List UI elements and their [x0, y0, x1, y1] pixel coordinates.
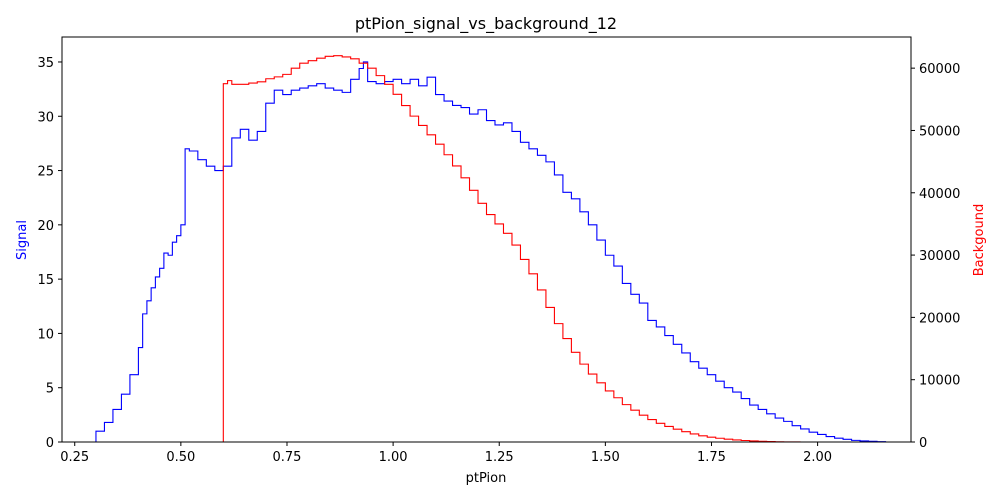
left-y-tick-label: 0 — [46, 436, 54, 451]
background-histogram — [222, 55, 801, 443]
right-y-axis-label: Backgound — [972, 204, 987, 277]
right-y-tick-label: 40000 — [919, 187, 960, 202]
right-y-tick-label: 0 — [919, 436, 927, 451]
left-y-tick-label: 35 — [37, 56, 54, 71]
left-y-tick-label: 15 — [37, 273, 54, 288]
left-y-tick-label: 20 — [37, 219, 54, 234]
x-tick-label: 0.25 — [60, 450, 89, 465]
x-tick-label: 1.25 — [485, 450, 514, 465]
x-axis: 0.25 0.50 0.75 1.00 1.25 1.50 1.75 2.00 — [60, 442, 832, 465]
plot-area — [95, 55, 895, 443]
signal-histogram — [95, 61, 895, 443]
x-tick-label: 1.00 — [379, 450, 408, 465]
x-tick-label: 1.75 — [697, 450, 726, 465]
x-tick-label: 0.75 — [273, 450, 302, 465]
left-y-tick-label: 10 — [37, 327, 54, 342]
chart-title: ptPion_signal_vs_background_12 — [355, 14, 617, 34]
plot-frame — [61, 36, 912, 443]
x-tick-label: 2.00 — [803, 450, 832, 465]
right-y-tick-label: 20000 — [919, 311, 960, 326]
right-y-axis: 0 10000 20000 30000 40000 50000 60000 — [911, 62, 960, 451]
left-y-tick-label: 30 — [37, 110, 54, 125]
left-y-axis: 0 5 10 15 20 25 30 35 — [37, 56, 62, 451]
x-axis-label: ptPion — [466, 471, 507, 486]
right-y-tick-label: 60000 — [919, 62, 960, 77]
left-y-axis-label: Signal — [15, 220, 30, 260]
right-y-tick-label: 50000 — [919, 124, 960, 139]
right-y-tick-label: 10000 — [919, 374, 960, 389]
left-y-tick-label: 5 — [46, 382, 54, 397]
x-tick-label: 1.50 — [591, 450, 620, 465]
left-y-tick-label: 25 — [37, 165, 54, 180]
right-y-tick-label: 30000 — [919, 249, 960, 264]
x-tick-label: 0.50 — [166, 450, 195, 465]
